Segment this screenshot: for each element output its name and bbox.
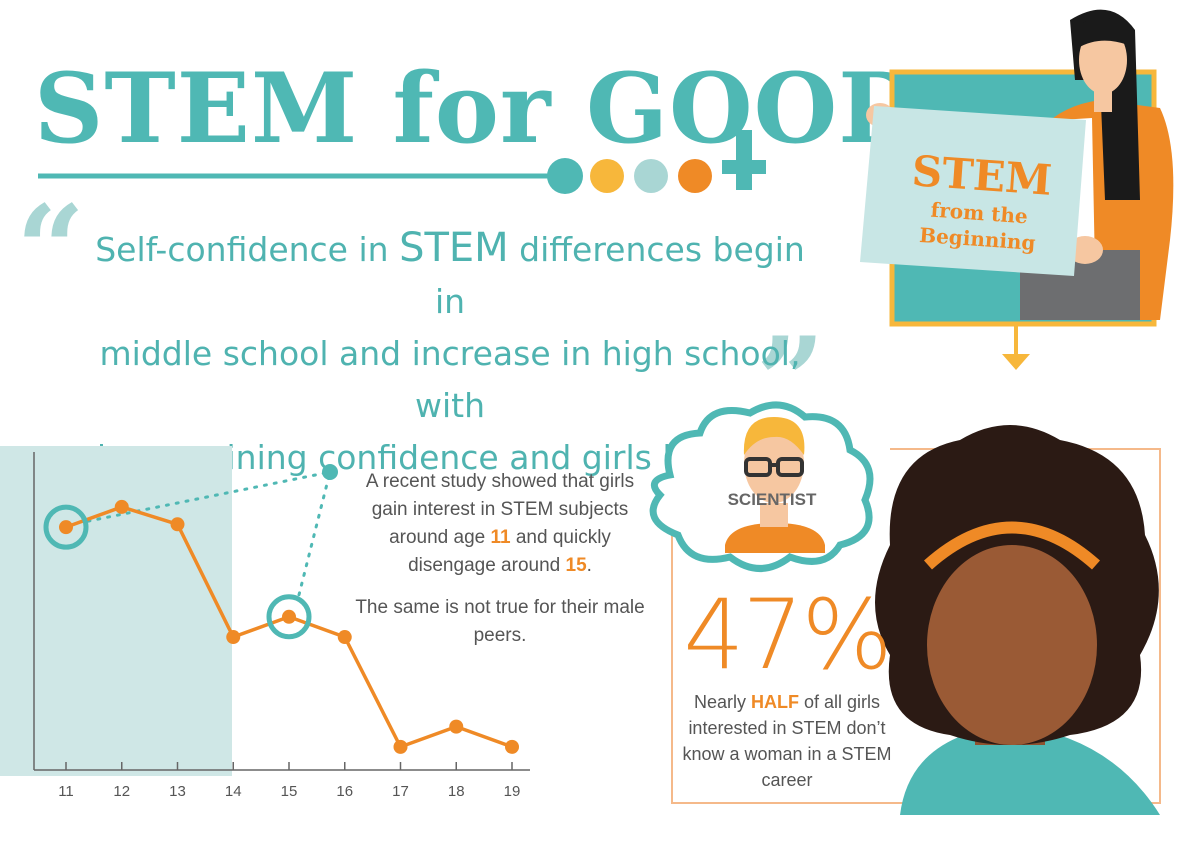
- stat-description: Nearly HALF of all girls interested in S…: [682, 692, 892, 790]
- data-point: [337, 630, 352, 645]
- sign-subtitle: from the Beginning: [918, 197, 1037, 255]
- connector-line: [297, 470, 332, 597]
- x-tick-label: 19: [504, 783, 521, 800]
- x-tick-label: 14: [225, 783, 242, 800]
- data-point: [226, 630, 241, 645]
- x-tick-label: 16: [336, 783, 353, 800]
- highlight-ring: [266, 594, 312, 640]
- arrow-down-icon: [1002, 354, 1030, 370]
- venus-symbol-icon: [722, 130, 766, 190]
- x-tick-label: 12: [113, 783, 130, 800]
- quote-line-1: Self-confidence in STEM differences begi…: [95, 225, 805, 321]
- age-interest-chart: 11 12 13 14 15 16 17 18 19: [0, 446, 530, 800]
- connector-end-dot: [322, 464, 338, 480]
- highlight-band: [0, 446, 232, 776]
- dot-orange: [678, 159, 712, 193]
- data-point: [114, 499, 129, 514]
- highlight-ring: [43, 504, 89, 550]
- x-tick-label: 18: [448, 783, 465, 800]
- dot-teal: [547, 158, 583, 194]
- data-point: [282, 609, 296, 624]
- girl-avatar: [875, 425, 1160, 815]
- x-tick-label: 11: [58, 783, 74, 800]
- data-point: [393, 739, 408, 754]
- quote-line-2: middle school and increase in high schoo…: [99, 334, 801, 425]
- scientist-icon: [725, 417, 825, 553]
- title-part1: STEM for: [34, 52, 586, 165]
- page-title: STEM for GOOD: [34, 54, 922, 164]
- title-part2: GOOD: [585, 52, 923, 165]
- dot-yellow: [590, 159, 624, 193]
- stat-block: 47% Nearly HALF of all girls interested …: [676, 585, 898, 793]
- x-tick-label: 17: [392, 783, 409, 800]
- x-tick-label: 15: [281, 783, 298, 800]
- sign-text: STEM from the Beginning: [872, 145, 1088, 259]
- data-point: [505, 739, 519, 754]
- dot-light-teal: [634, 159, 668, 193]
- open-quote-icon: “: [16, 179, 86, 320]
- stat-value: 47%: [683, 579, 892, 691]
- girl-thinking-illustration: [649, 401, 1161, 815]
- chart-description-p1: A recent study showed that girls gain in…: [365, 471, 635, 576]
- data-point: [170, 517, 185, 532]
- data-point: [59, 520, 73, 535]
- chart-description: A recent study showed that girls gain in…: [350, 468, 650, 664]
- connector-line: [86, 470, 332, 523]
- scientist-label: SCIENTIST: [727, 490, 817, 509]
- sign-board: [860, 106, 1086, 276]
- x-tick-label: 13: [169, 783, 186, 800]
- woman-holding-sign-illustration: [860, 9, 1174, 370]
- chart-description-p2: The same is not true for their male peer…: [355, 597, 645, 646]
- data-point: [449, 719, 464, 734]
